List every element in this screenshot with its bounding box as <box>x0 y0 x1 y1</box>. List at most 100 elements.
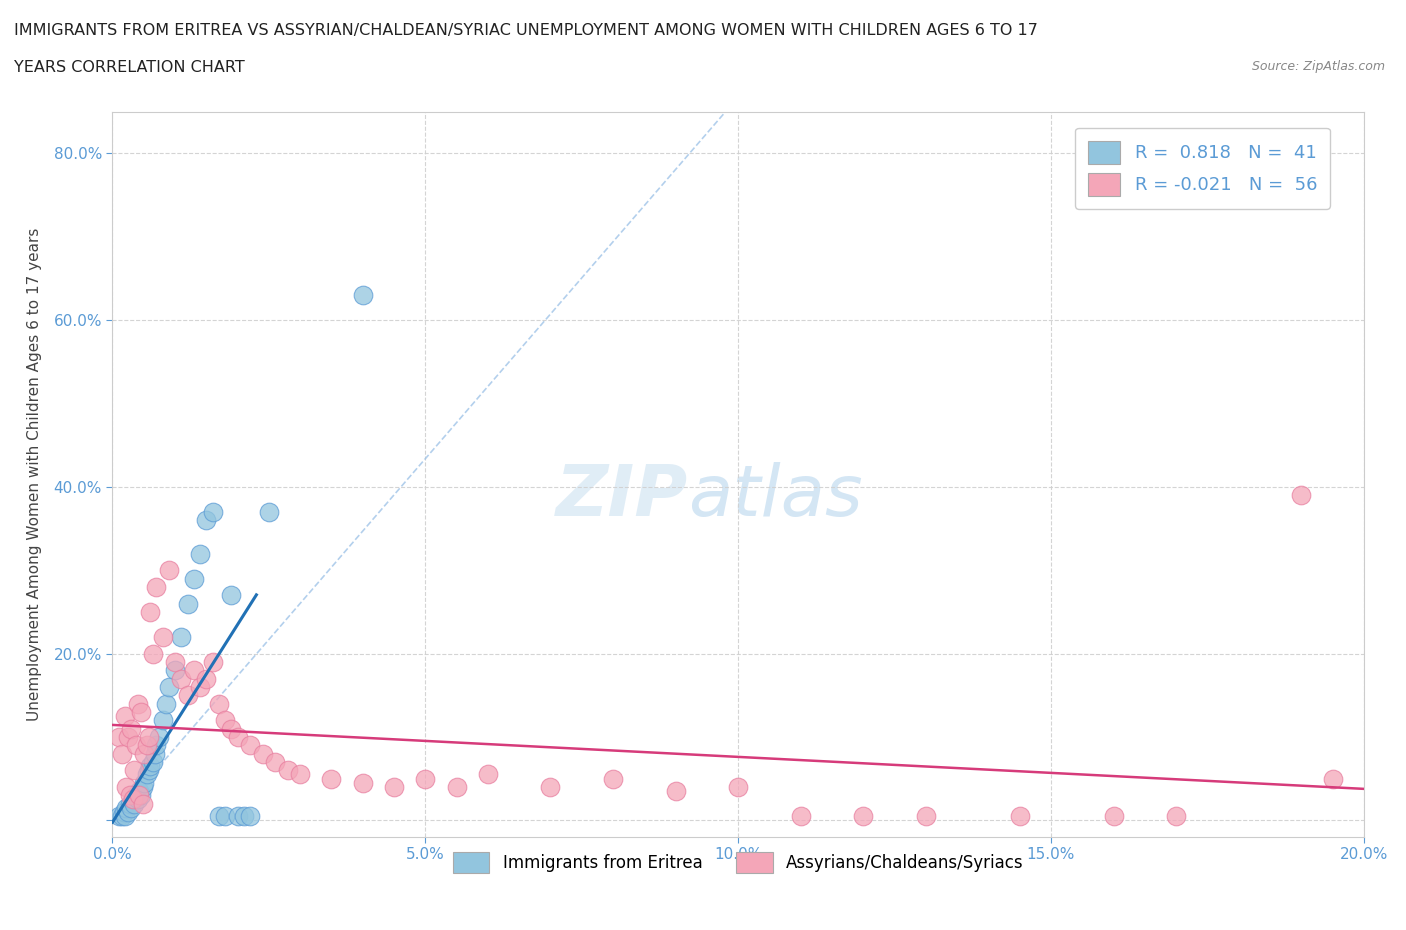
Point <box>139 604 162 619</box>
Point <box>1322 771 1344 786</box>
Point <box>176 688 198 703</box>
Point <box>127 697 149 711</box>
Point <box>139 759 162 774</box>
Point <box>155 697 177 711</box>
Point <box>201 655 224 670</box>
Point <box>252 746 274 761</box>
Point <box>352 287 374 302</box>
Point <box>208 809 231 824</box>
Point <box>127 792 149 807</box>
Point <box>115 801 138 816</box>
Point <box>152 712 174 727</box>
Point <box>120 801 142 816</box>
Point <box>115 779 138 794</box>
Point <box>111 746 134 761</box>
Point <box>125 737 148 752</box>
Point <box>135 767 157 782</box>
Point <box>232 809 254 824</box>
Point <box>117 804 139 819</box>
Point <box>1008 809 1031 824</box>
Point <box>107 809 129 824</box>
Point <box>221 721 243 736</box>
Point <box>239 737 262 752</box>
Point <box>170 671 193 686</box>
Point <box>277 763 299 777</box>
Point <box>145 737 167 752</box>
Text: YEARS CORRELATION CHART: YEARS CORRELATION CHART <box>14 60 245 75</box>
Point <box>124 763 146 777</box>
Point <box>107 729 129 744</box>
Point <box>239 809 262 824</box>
Point <box>226 809 249 824</box>
Point <box>195 671 218 686</box>
Point <box>142 646 165 661</box>
Point <box>117 729 139 744</box>
Point <box>121 792 143 807</box>
Point <box>183 663 205 678</box>
Point <box>125 788 148 803</box>
Point <box>128 784 150 799</box>
Point <box>477 767 499 782</box>
Point <box>132 746 155 761</box>
Point <box>121 792 143 807</box>
Point <box>163 663 186 678</box>
Point <box>226 729 249 744</box>
Point <box>1164 809 1187 824</box>
Point <box>602 771 624 786</box>
Point <box>257 504 280 519</box>
Point <box>446 779 468 794</box>
Point <box>352 776 374 790</box>
Point <box>221 588 243 603</box>
Point <box>138 729 160 744</box>
Point <box>132 776 155 790</box>
Y-axis label: Unemployment Among Women with Children Ages 6 to 17 years: Unemployment Among Women with Children A… <box>28 228 42 721</box>
Point <box>118 788 141 803</box>
Point <box>290 767 312 782</box>
Point <box>664 784 686 799</box>
Point <box>538 779 561 794</box>
Point <box>143 746 166 761</box>
Text: IMMIGRANTS FROM ERITREA VS ASSYRIAN/CHALDEAN/SYRIAC UNEMPLOYMENT AMONG WOMEN WIT: IMMIGRANTS FROM ERITREA VS ASSYRIAN/CHAL… <box>14 23 1038 38</box>
Point <box>128 788 150 803</box>
Point <box>114 709 136 724</box>
Point <box>1291 487 1313 502</box>
Point <box>145 579 167 594</box>
Text: Source: ZipAtlas.com: Source: ZipAtlas.com <box>1251 60 1385 73</box>
Legend: Immigrants from Eritrea, Assyrians/Chaldeans/Syriacs: Immigrants from Eritrea, Assyrians/Chald… <box>446 845 1031 880</box>
Point <box>413 771 436 786</box>
Point <box>118 796 141 811</box>
Point <box>1102 809 1125 824</box>
Point <box>148 729 170 744</box>
Text: atlas: atlas <box>688 461 863 530</box>
Point <box>129 705 152 720</box>
Point <box>214 712 236 727</box>
Text: ZIP: ZIP <box>555 461 688 530</box>
Point <box>112 804 135 819</box>
Point <box>163 655 186 670</box>
Point <box>188 546 211 561</box>
Point <box>138 763 160 777</box>
Point <box>183 571 205 586</box>
Point <box>152 630 174 644</box>
Point <box>264 754 287 769</box>
Point <box>852 809 875 824</box>
Point <box>157 680 180 695</box>
Point <box>195 512 218 527</box>
Point <box>727 779 749 794</box>
Point <box>114 809 136 824</box>
Point <box>915 809 938 824</box>
Point <box>111 809 134 824</box>
Point <box>321 771 343 786</box>
Point <box>120 721 142 736</box>
Point <box>131 796 153 811</box>
Point <box>129 788 152 803</box>
Point <box>135 737 157 752</box>
Point <box>131 779 153 794</box>
Point <box>201 504 224 519</box>
Point <box>214 809 236 824</box>
Point <box>176 596 198 611</box>
Point <box>382 779 405 794</box>
Point <box>142 754 165 769</box>
Point <box>790 809 813 824</box>
Point <box>170 630 193 644</box>
